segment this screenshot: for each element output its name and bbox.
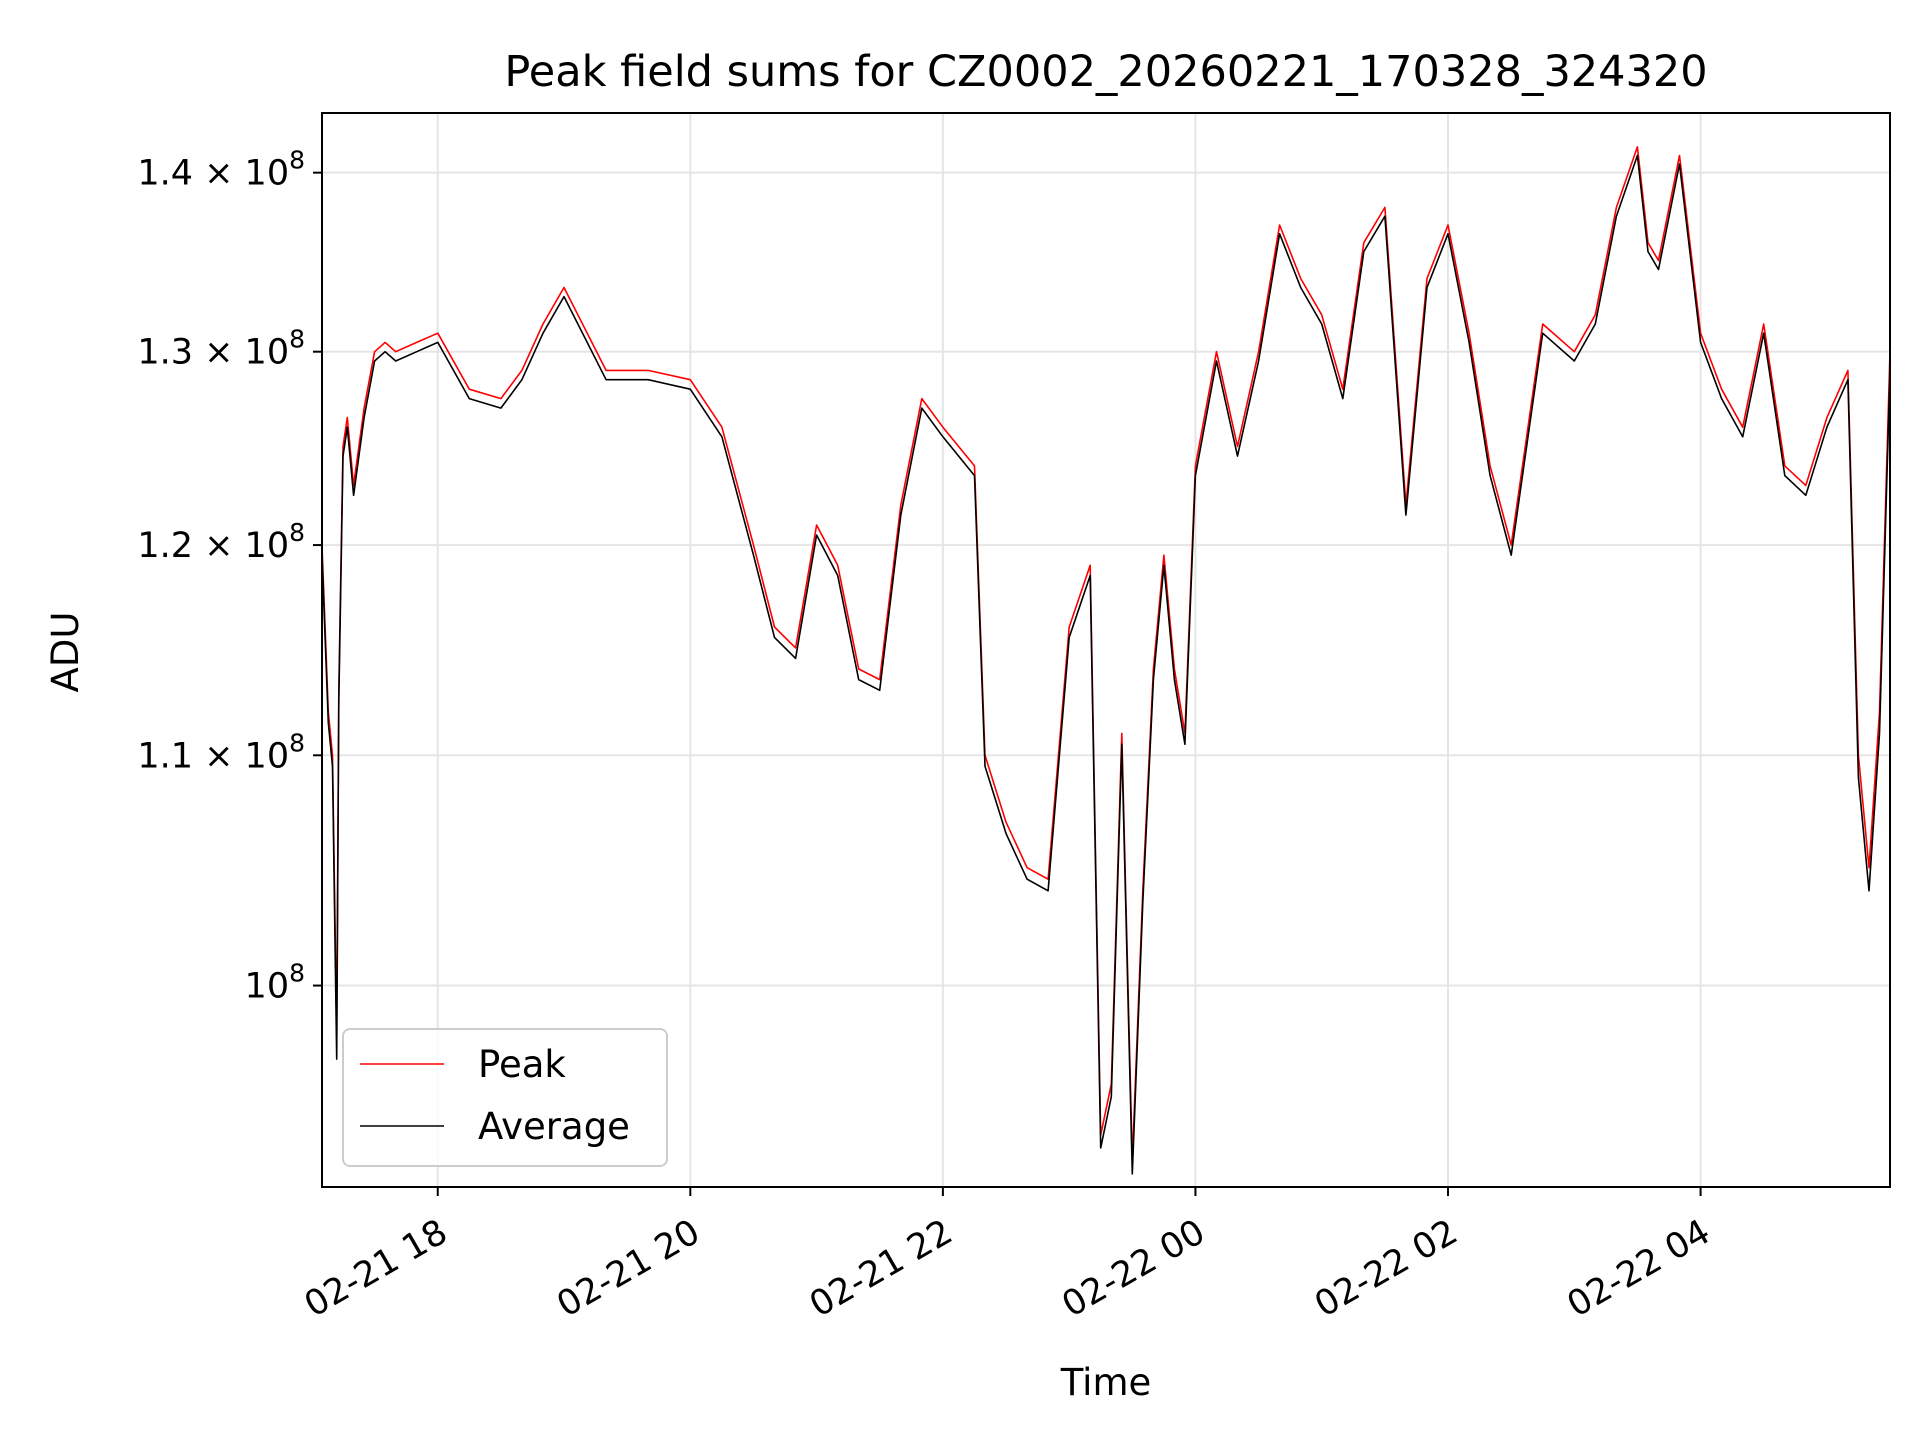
legend-label-peak: Peak: [478, 1043, 566, 1086]
legend: Peak Average: [342, 1028, 668, 1167]
grid: [322, 113, 1890, 1187]
series-line-peak: [321, 146, 1891, 1162]
series-line-average: [321, 154, 1891, 1175]
y-tick-label: 1.2 × 108: [137, 518, 305, 566]
chart-title: Peak field sums for CZ0002_20260221_1703…: [504, 47, 1707, 97]
legend-label-average: Average: [478, 1105, 630, 1148]
plot-frame: [321, 112, 1891, 1188]
x-axis-label: Time: [1060, 1361, 1152, 1404]
series-layer: [321, 146, 1891, 1175]
y-axis-label: ADU: [44, 612, 87, 693]
y-tick-label: 1.4 × 108: [137, 146, 305, 194]
y-tick-label: 1.3 × 108: [137, 325, 305, 373]
y-axis: 108 1.1 × 108 1.2 × 108 1.3 × 108 1.4 × 108: [137, 146, 322, 1007]
y-tick-label: 108: [245, 959, 305, 1007]
y-tick-label: 1.1 × 108: [137, 728, 305, 776]
